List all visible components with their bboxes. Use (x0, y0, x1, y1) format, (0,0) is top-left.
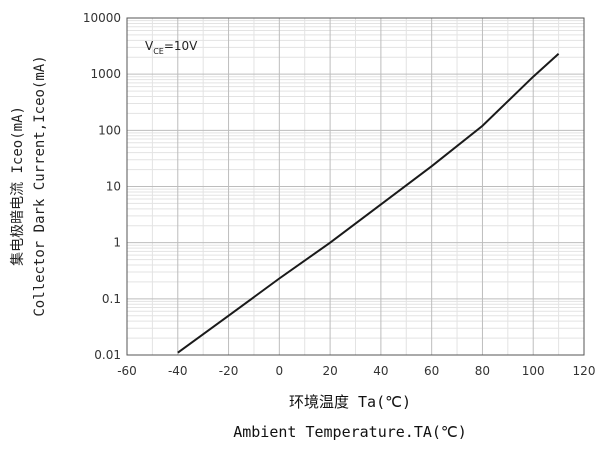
x-tick-label: 80 (475, 364, 490, 378)
y-axis-label-cn: 集电极暗电流 Iceo(mA) (9, 106, 26, 266)
vce-annotation-tail: =10V (164, 39, 198, 53)
x-tick-labels: -60 -40 -20 0 20 40 60 80 100 120 (117, 364, 595, 378)
vce-annotation-main: V (145, 39, 154, 53)
vce-annotation: VCE=10V (145, 39, 198, 56)
x-axis-label-cn: 环境温度 Ta(℃) (289, 393, 411, 411)
series-line (177, 53, 560, 354)
vce-annotation-sub: CE (153, 47, 164, 56)
x-tick-label: 60 (424, 364, 439, 378)
y-tick-label: 0.1 (102, 292, 121, 306)
x-tick-label: 40 (373, 364, 388, 378)
x-tick-label: 20 (322, 364, 337, 378)
y-tick-label: 1000 (90, 67, 121, 81)
y-tick-label: 1 (113, 236, 121, 250)
y-tick-label: 10000 (83, 11, 121, 25)
x-tick-label: 0 (276, 364, 284, 378)
x-tick-label: 120 (573, 364, 596, 378)
x-tick-label: -40 (168, 364, 188, 378)
y-tick-label: 10 (106, 180, 121, 194)
x-tick-label: -20 (219, 364, 239, 378)
y-axis-label-en: Collector Dark Current,Iceo(mA) (32, 55, 48, 316)
y-tick-labels: 0.01 0.1 1 10 100 1000 10000 (83, 11, 121, 362)
x-axis-label-en: Ambient Temperature.TA(℃) (233, 423, 467, 441)
plot-frame (126, 17, 585, 356)
y-tick-label: 100 (98, 123, 121, 137)
y-tick-label: 0.01 (94, 348, 121, 362)
x-tick-label: 100 (522, 364, 545, 378)
x-tick-label: -60 (117, 364, 137, 378)
